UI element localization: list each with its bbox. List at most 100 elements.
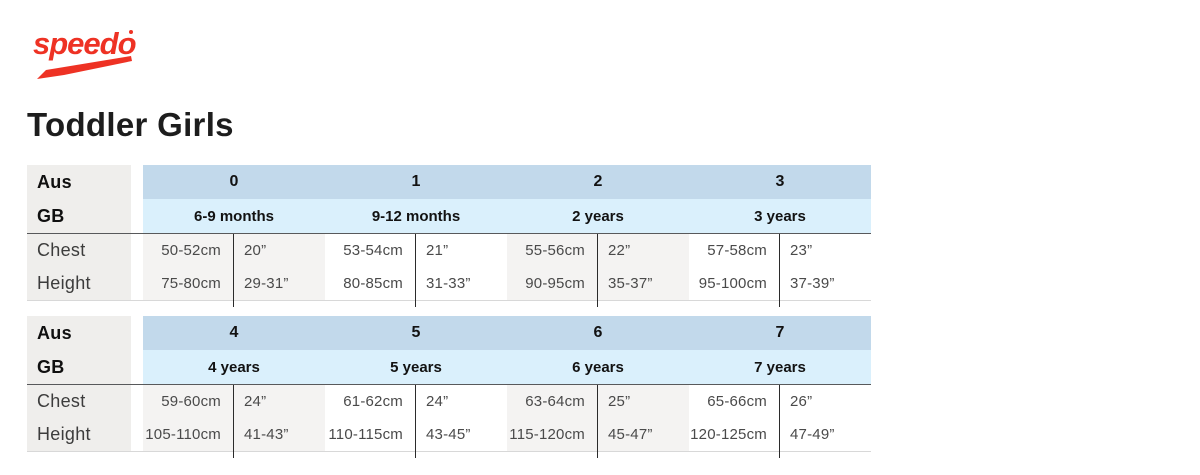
aus-sizes: 4 5 6 7 [143,316,871,350]
chest-cell-group: 57-58cm 23” [689,234,871,267]
height-cell-group: 90-95cm 35-37” [507,267,689,307]
gutter [131,165,143,199]
height-cm-value: 105-110cm [143,418,234,458]
gb-size: 3 years [754,207,806,225]
height-cm-value: 80-85cm [325,267,416,307]
gb-row: GB 4 years 5 years 6 years 7 years [27,350,871,384]
height-in-value: 47-49” [790,426,835,443]
chest-in-value: 23” [790,242,813,259]
row-label-chest: Chest [27,234,131,267]
chest-cm-value: 53-54cm [325,234,416,267]
header-rule [27,384,871,385]
chest-values: 59-60cm 24” 61-62cm 24” 63-64cm 25” 65-6… [143,385,871,418]
height-row: Height 105-110cm 41-43” 110-115cm 43-45”… [27,418,871,458]
aus-size: 5 [411,324,421,341]
aus-row: Aus 0 1 2 3 [27,165,871,199]
row-label-gb: GB [27,350,131,384]
height-cm-value: 90-95cm [507,267,598,307]
height-cm-value: 75-80cm [143,267,234,307]
height-cm-value: 95-100cm [689,267,780,307]
registered-mark-icon [129,30,133,34]
chest-cell-group: 53-54cm 21” [325,234,507,267]
aus-size: 0 [229,173,239,190]
height-in-value: 29-31” [244,275,289,292]
chest-cm-value: 63-64cm [507,385,598,418]
gutter [131,385,143,418]
speedo-logo: speedo [33,26,137,79]
chest-row: Chest 59-60cm 24” 61-62cm 24” 63-64cm 25… [27,385,871,418]
aus-size: 7 [775,324,785,341]
gutter [131,267,143,300]
gb-size: 2 years [572,207,624,225]
chest-row: Chest 50-52cm 20” 53-54cm 21” 55-56cm 22… [27,234,871,267]
row-label-aus: Aus [27,165,131,199]
chest-cell-group: 63-64cm 25” [507,385,689,418]
height-cell-group: 80-85cm 31-33” [325,267,507,307]
gutter [131,350,143,384]
height-in-value: 37-39” [790,275,835,292]
aus-row: Aus 4 5 6 7 [27,316,871,350]
chest-in-value: 20” [244,242,267,259]
height-cell-group: 120-125cm 47-49” [689,418,871,458]
aus-sizes: 0 1 2 3 [143,165,871,199]
chest-in-value: 24” [426,393,449,410]
height-cell-group: 75-80cm 29-31” [143,267,325,307]
gb-sizes: 4 years 5 years 6 years 7 years [143,350,871,384]
height-in-value: 43-45” [426,426,471,443]
height-cell-group: 115-120cm 45-47” [507,418,689,458]
page-title: Toddler Girls [27,106,234,143]
height-row: Height 75-80cm 29-31” 80-85cm 31-33” 90-… [27,267,871,307]
gutter [131,234,143,267]
bottom-rule [27,451,871,452]
chest-in-value: 22” [608,242,631,259]
chest-cm-value: 55-56cm [507,234,598,267]
chest-cell-group: 65-66cm 26” [689,385,871,418]
chest-in-value: 26” [790,393,813,410]
height-cell-group: 105-110cm 41-43” [143,418,325,458]
chest-cell-group: 55-56cm 22” [507,234,689,267]
gutter [131,199,143,233]
chest-cm-value: 61-62cm [325,385,416,418]
chest-cell-group: 59-60cm 24” [143,385,325,418]
gb-size: 9-12 months [371,207,461,225]
chest-in-value: 24” [244,393,267,410]
gb-size: 7 years [754,358,806,376]
speedo-boomerang-icon [37,56,132,79]
gb-size: 6-9 months [193,207,274,225]
gb-size: 4 years [208,358,260,376]
chest-cm-value: 65-66cm [689,385,780,418]
row-label-height: Height [27,267,131,300]
chest-in-value: 21” [426,242,449,259]
height-cell-group: 110-115cm 43-45” [325,418,507,458]
gb-size: 5 years [390,358,442,376]
chest-values: 50-52cm 20” 53-54cm 21” 55-56cm 22” 57-5… [143,234,871,267]
aus-size: 1 [411,173,421,190]
height-cm-value: 120-125cm [689,418,780,458]
gb-size: 6 years [572,358,624,376]
size-table-0-3: Aus 0 1 2 3 GB 6-9 months 9-12 months 2 … [27,165,871,307]
gutter [131,418,143,451]
height-in-value: 31-33” [426,275,471,292]
height-values: 75-80cm 29-31” 80-85cm 31-33” 90-95cm 35… [143,267,871,307]
aus-size: 3 [775,173,785,190]
row-label-gb: GB [27,199,131,233]
height-values: 105-110cm 41-43” 110-115cm 43-45” 115-12… [143,418,871,458]
chest-cell-group: 61-62cm 24” [325,385,507,418]
row-label-aus: Aus [27,316,131,350]
chest-cm-value: 57-58cm [689,234,780,267]
bottom-rule [27,300,871,301]
height-in-value: 45-47” [608,426,653,443]
aus-size: 4 [229,324,239,341]
gb-row: GB 6-9 months 9-12 months 2 years 3 year… [27,199,871,233]
row-label-height: Height [27,418,131,451]
gutter [131,316,143,350]
gb-sizes: 6-9 months 9-12 months 2 years 3 years [143,199,871,233]
height-cm-value: 110-115cm [325,418,416,458]
size-chart-page: speedo Toddler Girls Aus 0 1 2 3 GB 6-9 … [27,26,871,458]
height-in-value: 41-43” [244,426,289,443]
aus-size: 2 [593,173,603,190]
chest-in-value: 25” [608,393,631,410]
speedo-wordmark: speedo [33,26,136,61]
row-label-chest: Chest [27,385,131,418]
chest-cm-value: 59-60cm [143,385,234,418]
